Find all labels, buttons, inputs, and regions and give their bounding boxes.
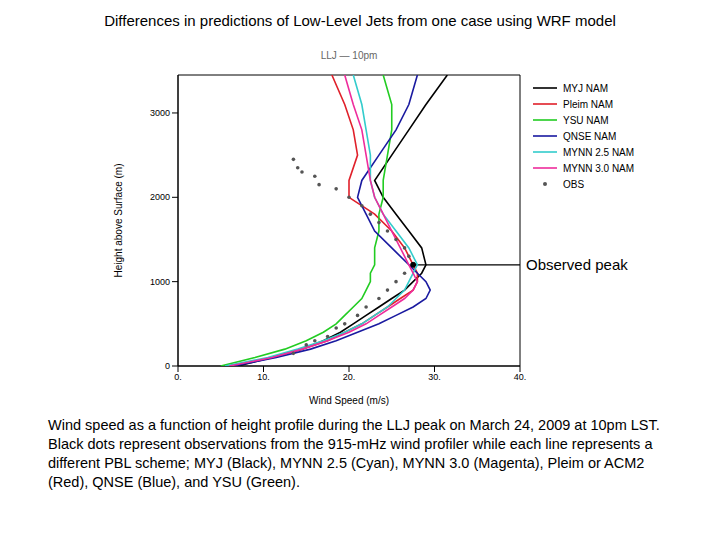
html-text:MYNN 2.5 NAM: MYNN 2.5 NAM: [563, 146, 635, 158]
svg-text:0: 0: [165, 361, 170, 371]
html-text:Differences in predictions of: Differences in predictions of Low-Level …: [104, 12, 616, 29]
svg-text:40.: 40.: [514, 372, 527, 382]
svg-text:1000: 1000: [150, 277, 170, 287]
html-text:QNSE NAM: QNSE NAM: [563, 130, 617, 142]
html-text:MYJ NAM: MYJ NAM: [563, 82, 608, 94]
svg-text:Wind Speed (m/s): Wind Speed (m/s): [309, 395, 389, 406]
svg-text:0.: 0.: [174, 372, 182, 382]
html-text:Observed peak: Observed peak: [526, 255, 628, 273]
html-text:LLJ — 10pm: LLJ — 10pm: [320, 50, 378, 61]
svg-text:10.: 10.: [257, 372, 270, 382]
html-text:MYNN 3.0 NAM: MYNN 3.0 NAM: [563, 162, 635, 174]
svg-text:30.: 30.: [428, 372, 441, 382]
html-text:Wind speed as a function of he: Wind speed as a function of height profi…: [48, 417, 660, 490]
html-text:YSU NAM: YSU NAM: [563, 114, 609, 126]
html-text:Pleim NAM: Pleim NAM: [563, 98, 613, 110]
svg-text:20.: 20.: [343, 372, 356, 382]
svg-text:Height above Surface (m): Height above Surface (m): [113, 164, 124, 278]
svg-text:2000: 2000: [150, 192, 170, 202]
html-text:OBS: OBS: [563, 178, 585, 190]
svg-text:3000: 3000: [150, 108, 170, 118]
